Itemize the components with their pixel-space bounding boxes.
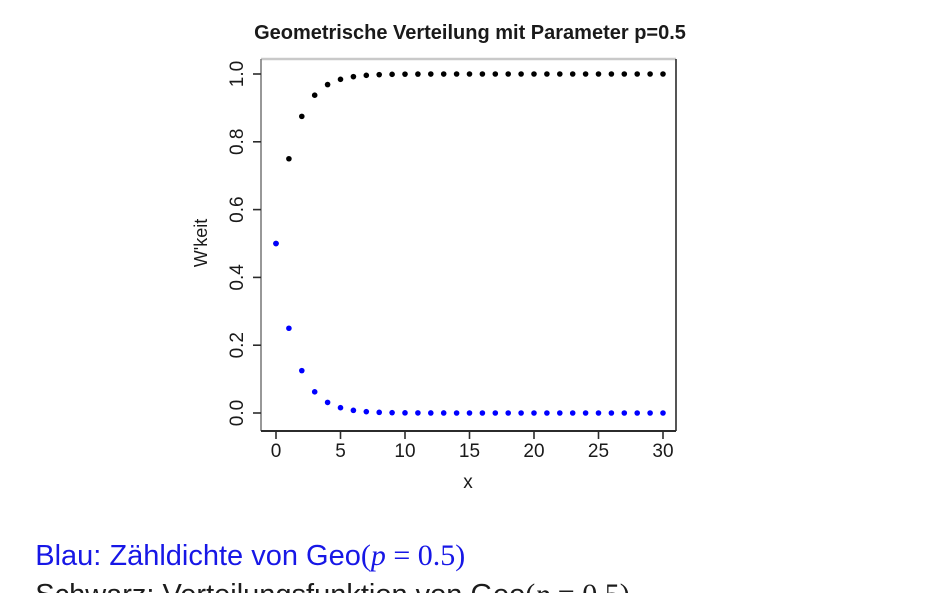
data-point-series-0 [492,71,499,77]
data-point-series-1 [337,404,344,411]
x-axis-label: x [463,472,473,493]
data-point-series-1 [273,240,279,247]
data-point-series-1 [428,410,434,416]
math-value: = 0.5) [385,539,466,572]
data-point-series-1 [621,410,628,416]
math-value: = 0.5) [550,578,630,593]
chart-title: Geometrische Verteilung mit Parameter p=… [254,22,686,44]
data-point-series-1 [634,410,640,416]
math-variable-p: p [370,539,386,572]
data-point-series-0 [595,71,602,77]
caption-verteilungsfunktion-math: (p = 0.5) [525,578,629,593]
data-point-series-1 [311,389,318,395]
x-tick-label: 5 [335,441,346,462]
math-variable-p: p [535,578,550,593]
data-point-series-1 [389,409,395,416]
data-point-series-1 [479,410,486,416]
data-point-series-0 [518,71,524,77]
data-point-series-0 [402,71,408,77]
x-tick-label: 30 [652,441,673,462]
x-tick-label: 15 [459,441,480,462]
data-point-series-1 [608,410,615,416]
data-point-series-0 [376,71,383,78]
math-paren-open: ( [360,539,371,572]
data-point-series-1 [531,410,537,416]
data-point-series-1 [286,325,292,332]
caption-zaehldichte: Blau: Zähldichte von Geo(p = 0.5) [3,512,465,593]
data-point-series-1 [582,410,589,416]
data-point-series-0 [660,71,666,77]
data-point-series-1 [569,410,576,416]
data-point-series-1 [299,367,305,374]
y-tick-label: 0.2 [227,332,248,358]
data-point-series-1 [376,409,383,416]
data-point-series-0 [647,71,653,77]
data-point-series-0 [324,81,331,88]
data-point-series-0 [634,71,640,77]
y-tick-label: 0.6 [227,196,248,222]
data-point-series-0 [569,71,576,77]
data-point-series-0 [311,92,318,98]
y-tick-label: 1.0 [227,61,248,87]
data-point-series-0 [453,71,460,77]
data-point-series-1 [466,410,473,416]
caption-verteilungsfunktion-text: Schwarz: Verteilungsfunktion von Geo [35,579,525,593]
data-point-series-0 [505,71,512,77]
data-point-series-0 [415,71,421,77]
data-point-series-0 [363,72,370,79]
x-tick-label: 10 [394,441,415,462]
data-point-series-0 [337,76,344,83]
data-point-series-0 [389,71,395,78]
caption-zaehldichte-text: Blau: Zähldichte von Geo [35,540,361,572]
y-axis-label: W'keit [191,219,211,267]
data-point-series-0 [428,71,434,77]
data-point-series-0 [350,73,357,80]
data-point-series-1 [544,410,550,416]
data-point-series-0 [531,71,537,77]
data-point-series-1 [595,410,602,416]
data-point-series-0 [466,71,473,77]
y-tick-label: 0.8 [227,129,248,155]
x-tick-label: 20 [523,441,544,462]
data-point-series-1 [518,410,524,416]
data-point-series-1 [660,410,666,416]
data-point-series-1 [324,399,331,406]
data-point-series-0 [440,71,447,77]
data-point-series-0 [286,155,292,162]
data-point-series-1 [402,410,408,416]
data-point-series-1 [363,408,370,415]
y-tick-label: 0.4 [227,264,248,291]
data-point-series-0 [479,71,486,77]
distribution-plot: Geometrische Verteilung mit Parameter p=… [191,22,686,493]
data-point-series-0 [557,71,563,77]
data-point-series-0 [299,113,305,120]
caption-verteilungsfunktion: Schwarz: Verteilungsfunktion von Geo(p =… [3,551,629,593]
math-paren-open: ( [525,578,535,593]
caption-zaehldichte-math: (p = 0.5) [361,539,465,572]
data-point-series-1 [647,410,653,416]
data-point-series-1 [505,410,512,416]
data-point-series-1 [440,410,447,416]
data-point-series-1 [492,410,499,416]
y-tick-label: 0.0 [227,400,248,426]
data-point-series-1 [415,410,421,416]
x-tick-label: 0 [271,441,282,462]
data-point-series-1 [350,407,357,414]
data-point-series-0 [544,71,550,77]
data-point-series-1 [557,410,563,416]
data-point-series-0 [621,71,628,77]
x-tick-label: 25 [588,441,609,462]
data-point-series-1 [453,410,460,416]
data-point-series-0 [582,71,589,77]
data-point-series-0 [608,71,615,77]
